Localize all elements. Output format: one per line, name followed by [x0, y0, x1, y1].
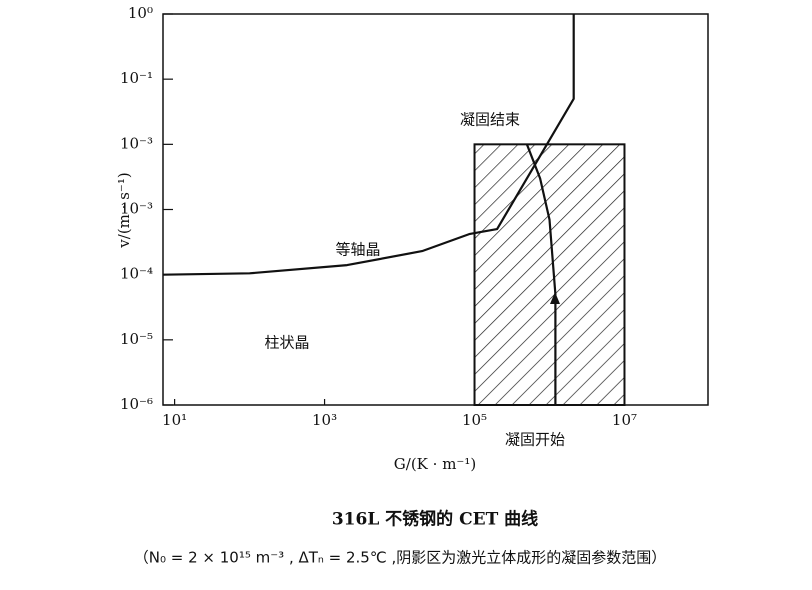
y-tick-label: 10⁻¹	[120, 69, 153, 87]
y-tick-label: 10⁻⁴	[120, 265, 153, 283]
hatched-region	[473, 143, 626, 406]
chart-subtitle: （N₀ = 2 × 10¹⁵ m⁻³ , ΔTₙ = 2.5℃ ,阴影区为激光立…	[134, 549, 666, 567]
y-tick-label: 10⁻³	[120, 134, 153, 152]
y-axis-label: v/(m · s⁻¹)	[115, 172, 133, 248]
x-tick-label: 10¹	[162, 411, 187, 429]
x-axis-label: G/(K · m⁻¹)	[394, 455, 476, 473]
curve-label: 凝固开始	[505, 431, 565, 449]
x-tick-label: 10⁷	[612, 411, 637, 429]
arrow-head	[550, 292, 560, 304]
annotation: 等轴晶	[335, 241, 380, 259]
x-tick-label: 10³	[312, 411, 337, 429]
curve-label: 凝固结束	[460, 111, 520, 129]
y-tick-label: 10⁻⁵	[120, 330, 153, 348]
x-tick-label: 10⁵	[462, 411, 487, 429]
chart-title: 316L 不锈钢的 CET 曲线	[332, 509, 538, 530]
annotation: 柱状晶	[264, 334, 309, 352]
y-tick-label: 10⁻³	[120, 200, 153, 218]
y-tick-label: 10⁰	[128, 4, 153, 22]
y-tick-label: 10⁻⁶	[120, 395, 153, 413]
curve	[525, 143, 557, 405]
plot-frame	[162, 13, 709, 406]
curve	[162, 14, 575, 276]
